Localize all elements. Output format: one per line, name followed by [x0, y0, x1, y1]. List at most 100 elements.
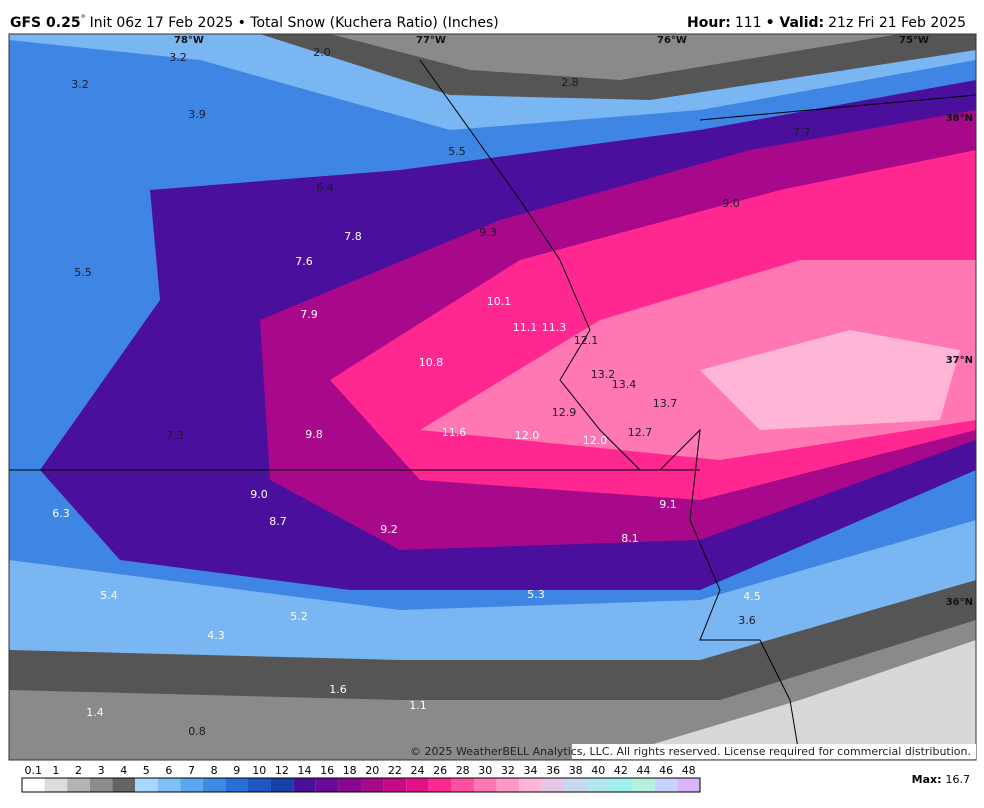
colorbar-label: 42	[614, 764, 628, 777]
colorbar-swatch	[632, 778, 655, 792]
colorbar-label: 48	[682, 764, 696, 777]
snow-label: 7.6	[295, 255, 313, 268]
snow-label: 11.3	[542, 321, 567, 334]
snow-label: 13.7	[653, 397, 678, 410]
snow-label: 5.5	[448, 145, 466, 158]
colorbar-swatch	[451, 778, 474, 792]
snow-label: 10.8	[419, 356, 444, 369]
colorbar-swatch	[180, 778, 203, 792]
colorbar-swatch	[383, 778, 407, 792]
colorbar-frame	[21, 777, 701, 793]
model: GFS 0.25	[10, 15, 81, 31]
degree: °	[81, 14, 86, 25]
snow-label: 9.2	[380, 523, 398, 536]
snow-label: 3.2	[71, 78, 89, 91]
snow-label: 1.4	[86, 706, 104, 719]
colorbar-swatch	[428, 778, 452, 792]
snow-label: 9.1	[659, 498, 677, 511]
colorbar-swatch	[587, 778, 610, 792]
snow-label: 1.6	[329, 683, 347, 696]
colorbar-label: 26	[433, 764, 447, 777]
colorbar-label: 12	[275, 764, 289, 777]
colorbar-swatch	[315, 778, 339, 792]
colorbar-swatch	[564, 778, 587, 792]
snow-label: 9.8	[305, 428, 323, 441]
colorbar-label: 3	[98, 764, 105, 777]
snow-label: 10.1	[487, 295, 512, 308]
colorbar-swatch	[157, 778, 181, 792]
colorbar-label: 44	[637, 764, 651, 777]
snow-label: 9.0	[250, 488, 268, 501]
longitude-label: 76°W	[657, 35, 687, 46]
colorbar-swatch	[202, 778, 226, 792]
snow-label: 12.0	[583, 434, 608, 447]
snow-label: 7.9	[300, 308, 318, 321]
colorbar-label: 4	[120, 764, 127, 777]
copyright-bg	[572, 744, 976, 759]
colorbar-label: 22	[388, 764, 402, 777]
hour-label: Hour:	[687, 15, 731, 31]
map-labels: 3.2 2.0 2.8 3.2 3.9 5.5 7.7 6.4 9.0 7.8 …	[52, 46, 811, 738]
colorbar-swatch	[609, 778, 633, 792]
colorbar-swatch	[474, 778, 497, 792]
snow-label: 12.1	[574, 334, 599, 347]
colorbar-label: 6	[165, 764, 172, 777]
snow-label: 4.3	[207, 629, 225, 642]
map	[9, 34, 976, 760]
colorbar-label: 46	[659, 764, 673, 777]
colorbar-swatch	[225, 778, 248, 792]
snow-label: 2.0	[313, 46, 331, 59]
max-value: 16.7	[946, 773, 971, 786]
colorbar-label: 10	[252, 764, 266, 777]
longitude-label: 78°W	[174, 35, 204, 46]
snow-label: 5.5	[74, 266, 92, 279]
colorbar-label: 40	[591, 764, 605, 777]
latitude-label: 37°N	[946, 355, 973, 366]
colorbar-swatch	[293, 778, 316, 792]
colorbar-swatch	[67, 778, 90, 792]
colorbar-swatch	[44, 778, 68, 792]
colorbar-label: 14	[298, 764, 312, 777]
colorbar-label: 16	[320, 764, 334, 777]
colorbar-label: 9	[233, 764, 240, 777]
snow-label: 7.7	[793, 126, 811, 139]
snow-label: 11.1	[513, 321, 538, 334]
colorbar-label: 18	[343, 764, 357, 777]
subtitle: Init 06z 17 Feb 2025 • Total Snow (Kuche…	[90, 15, 499, 31]
colorbar-swatch	[677, 778, 700, 792]
snow-label: 2.8	[561, 76, 579, 89]
colorbar-swatch	[89, 778, 113, 792]
snow-label: 12.9	[552, 406, 577, 419]
copyright: © 2025 WeatherBELL Analytics, LLC. All r…	[410, 745, 971, 758]
colorbar-label: 34	[524, 764, 538, 777]
longitude-label: 75°W	[899, 35, 929, 46]
colorbar-label: 36	[546, 764, 560, 777]
colorbar-label: 5	[143, 764, 150, 777]
colorbar-label: 32	[501, 764, 515, 777]
colorbar-label: 28	[456, 764, 470, 777]
colorbar-swatch	[270, 778, 294, 792]
latitude-label: 36°N	[946, 597, 973, 608]
snow-label: 13.4	[612, 378, 637, 391]
colorbar-swatch	[135, 778, 158, 792]
snow-label: 5.3	[527, 588, 545, 601]
snow-label: 9.0	[722, 197, 740, 210]
snow-label: 3.6	[738, 614, 756, 627]
colorbar: 0.1 1 2 3 4 5 6 7 8 9 10 12 14 16 18 20 22 24 26 28 30 32 34 36…	[21, 764, 701, 793]
colorbar-label: 0.1	[25, 764, 43, 777]
colorbar-label: 1	[52, 764, 59, 777]
snow-label: 6.4	[316, 181, 334, 194]
snow-label: 7.8	[344, 230, 362, 243]
snow-label: 8.7	[269, 515, 287, 528]
colorbar-label: 38	[569, 764, 583, 777]
snow-label: 3.2	[169, 51, 187, 64]
colorbar-swatch	[112, 778, 135, 792]
colorbar-swatch	[248, 778, 271, 792]
snow-label: 6.3	[52, 507, 70, 520]
colorbar-label: 7	[188, 764, 195, 777]
colorbar-swatch	[361, 778, 384, 792]
snow-label: 1.1	[409, 699, 427, 712]
colorbar-swatch	[406, 778, 429, 792]
